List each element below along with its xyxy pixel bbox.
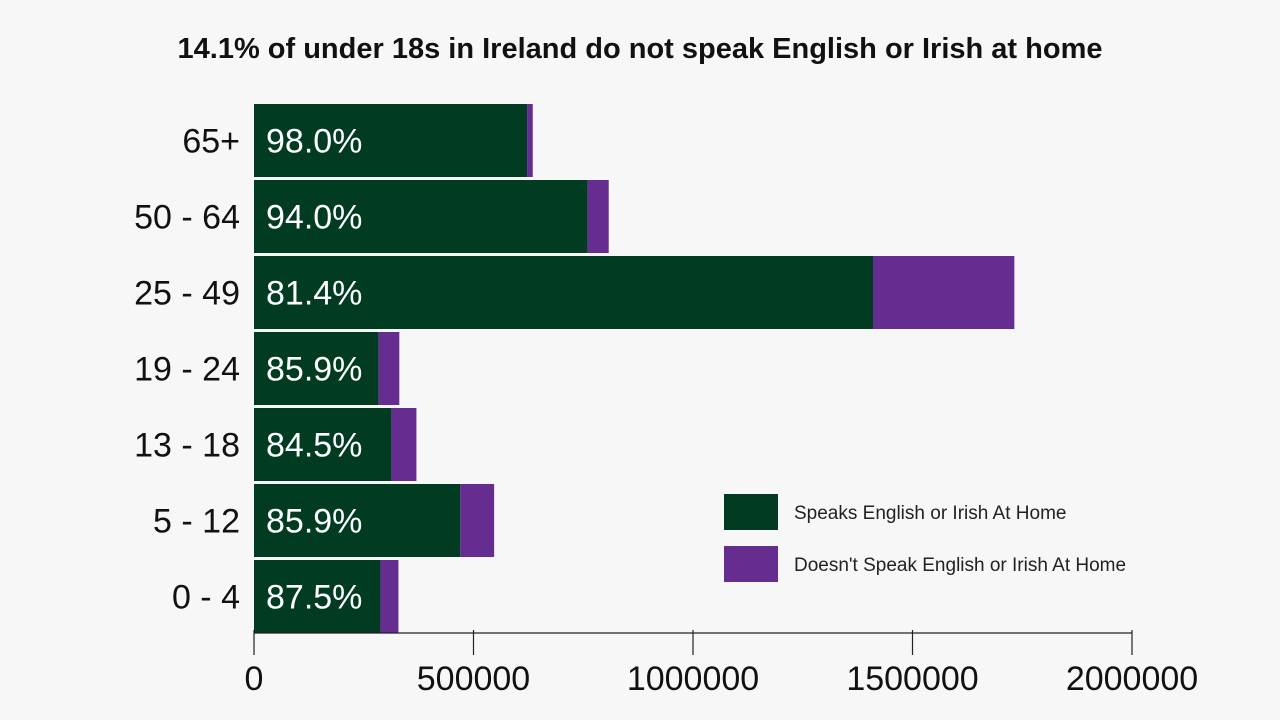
bar-does-not-speak-1 — [587, 180, 609, 253]
legend-label: Speaks English or Irish At Home — [794, 503, 1066, 524]
x-tick-label: 1000000 — [627, 660, 759, 698]
bar-speaks-2 — [254, 256, 873, 329]
category-label: 19 - 24 — [134, 351, 240, 389]
data-label: 85.9% — [266, 503, 362, 541]
x-tick-label: 0 — [245, 660, 264, 698]
x-tick-label: 1500000 — [846, 660, 978, 698]
category-label: 0 - 4 — [172, 579, 240, 617]
bar-does-not-speak-5 — [460, 484, 495, 557]
bar-speaks-6 — [254, 560, 381, 633]
category-label: 65+ — [182, 123, 240, 161]
bar-speaks-1 — [254, 180, 588, 253]
legend: Speaks English or Irish At Home Doesn't S… — [724, 494, 1126, 582]
x-tick-label: 500000 — [417, 660, 530, 698]
bar-does-not-speak-4 — [391, 408, 417, 481]
data-label: 85.9% — [266, 351, 362, 389]
bar-speaks-3 — [254, 332, 379, 405]
category-label: 50 - 64 — [134, 199, 240, 237]
bar-does-not-speak-6 — [380, 560, 399, 633]
x-axis: 0 500000 1000000 1500000 2000000 — [245, 630, 1198, 698]
bar-does-not-speak-2 — [872, 256, 1015, 329]
category-label: 25 - 49 — [134, 275, 240, 313]
data-label: 81.4% — [266, 275, 362, 313]
bars-group: 65+ 98.0% 50 - 64 94.0% 25 - 49 81.4% 19 - 24 8… — [134, 104, 1015, 633]
category-label: 5 - 12 — [153, 503, 240, 541]
chart-title: 14.1% of under 18s in Ireland do not spe… — [178, 33, 1103, 65]
data-label: 94.0% — [266, 199, 362, 237]
bar-speaks-5 — [254, 484, 461, 557]
x-tick-label: 2000000 — [1066, 660, 1198, 698]
data-label: 84.5% — [266, 427, 362, 465]
category-label: 13 - 18 — [134, 427, 240, 465]
bar-does-not-speak-0 — [527, 104, 533, 177]
legend-label: Doesn't Speak English or Irish At Home — [794, 555, 1126, 576]
bar-does-not-speak-3 — [378, 332, 400, 405]
legend-swatch — [724, 546, 778, 582]
bar-speaks-4 — [254, 408, 392, 481]
legend-swatch — [724, 494, 778, 530]
data-label: 87.5% — [266, 579, 362, 617]
bar-speaks-0 — [254, 104, 528, 177]
data-label: 98.0% — [266, 123, 362, 161]
